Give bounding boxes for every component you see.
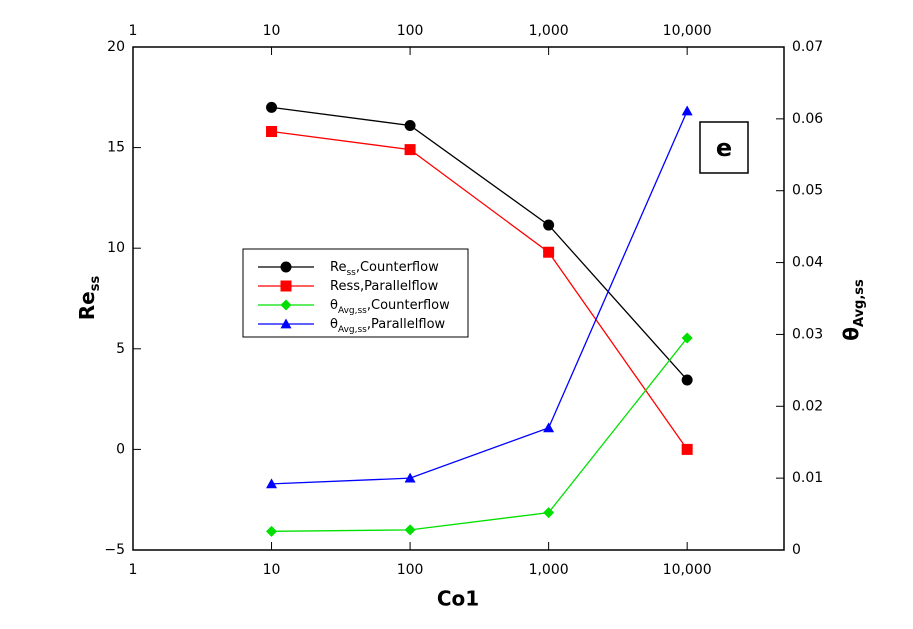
x-tick-label: 1,000 xyxy=(529,562,569,578)
legend-label: Ress,Parallelflow xyxy=(330,279,439,294)
y-tick-label: −5 xyxy=(104,542,125,558)
legend-label-sub: ss xyxy=(346,268,356,278)
y2-tick-label: 0.02 xyxy=(792,398,823,414)
data-point xyxy=(266,126,278,138)
y2-axis-title-sub: Avg,ss xyxy=(852,279,867,327)
data-point xyxy=(681,374,693,386)
y-tick-label: 10 xyxy=(107,240,125,256)
x-axis-title: Co1 xyxy=(437,587,479,611)
data-point xyxy=(543,507,555,519)
y2-axis-title-part: θ xyxy=(839,327,863,341)
annotation-box xyxy=(699,121,749,174)
data-point xyxy=(404,472,416,483)
x-tick-label: 10 xyxy=(263,562,281,578)
x-top-tick-label: 10,000 xyxy=(663,23,712,39)
data-point xyxy=(681,332,693,344)
legend-label: Ress,Counterflow xyxy=(330,260,439,278)
legend-label-part: Re xyxy=(330,260,346,275)
data-point xyxy=(681,105,693,116)
y2-tick-label: 0 xyxy=(792,542,801,558)
y2-tick-label: 0.06 xyxy=(792,111,823,127)
annotation: e xyxy=(716,134,732,162)
y2-tick-label: 0.05 xyxy=(792,183,823,199)
data-point xyxy=(266,478,278,489)
data-point xyxy=(266,525,278,537)
x-tick-label: 100 xyxy=(397,562,424,578)
y-axis-title-sub: ss xyxy=(88,276,103,292)
data-point xyxy=(404,524,416,536)
y-tick-label: 20 xyxy=(107,39,125,55)
data-point xyxy=(404,144,416,156)
legend-label-part: θ xyxy=(330,317,338,332)
legend-label-part: Ress,Parallelflow xyxy=(330,279,439,294)
y-tick-label: 15 xyxy=(107,140,125,156)
x-tick-label: 10,000 xyxy=(663,562,712,578)
legend-marker xyxy=(280,318,292,329)
data-point xyxy=(404,119,416,131)
x-tick-label: 1 xyxy=(129,562,138,578)
legend-label: θAvg,ss,Parallelflow xyxy=(330,317,446,335)
legend-marker xyxy=(280,261,292,273)
y-axis-title: Ress xyxy=(75,276,104,321)
series-line xyxy=(271,110,688,485)
series-line xyxy=(271,130,688,450)
legend-label-sub: Avg,ss xyxy=(338,325,367,335)
legend-marker xyxy=(280,299,292,311)
data-point xyxy=(543,246,555,258)
x-top-tick-label: 100 xyxy=(397,23,424,39)
data-point xyxy=(543,422,555,433)
y-tick-label: 0 xyxy=(116,441,125,457)
plot-frame xyxy=(132,46,785,551)
data-point xyxy=(543,219,555,231)
legend-box xyxy=(242,248,469,338)
legend-label-part: ,Parallelflow xyxy=(367,317,446,332)
x-top-tick-label: 1 xyxy=(129,23,138,39)
legend-label-sub: Avg,ss xyxy=(338,306,367,316)
y2-tick-label: 0.04 xyxy=(792,255,823,271)
legend-label-part: ,Counterflow xyxy=(356,260,439,275)
x-top-tick-label: 1,000 xyxy=(529,23,569,39)
y2-tick-label: 0.01 xyxy=(792,470,823,486)
data-point xyxy=(681,443,693,455)
y2-tick-label: 0.07 xyxy=(792,39,823,55)
legend-label-part: θ xyxy=(330,298,338,313)
y-tick-label: 5 xyxy=(116,341,125,357)
legend-marker xyxy=(280,280,292,292)
legend-label-part: ,Counterflow xyxy=(367,298,450,313)
y2-tick-label: 0.03 xyxy=(792,326,823,342)
legend-label: θAvg,ss,Counterflow xyxy=(330,298,450,316)
series-line xyxy=(271,106,688,381)
y-axis-title-part: Re xyxy=(75,291,99,320)
series-line xyxy=(271,337,688,532)
x-top-tick-label: 10 xyxy=(263,23,281,39)
data-point xyxy=(266,101,278,113)
y2-axis-title: θAvg,ss xyxy=(839,279,868,341)
